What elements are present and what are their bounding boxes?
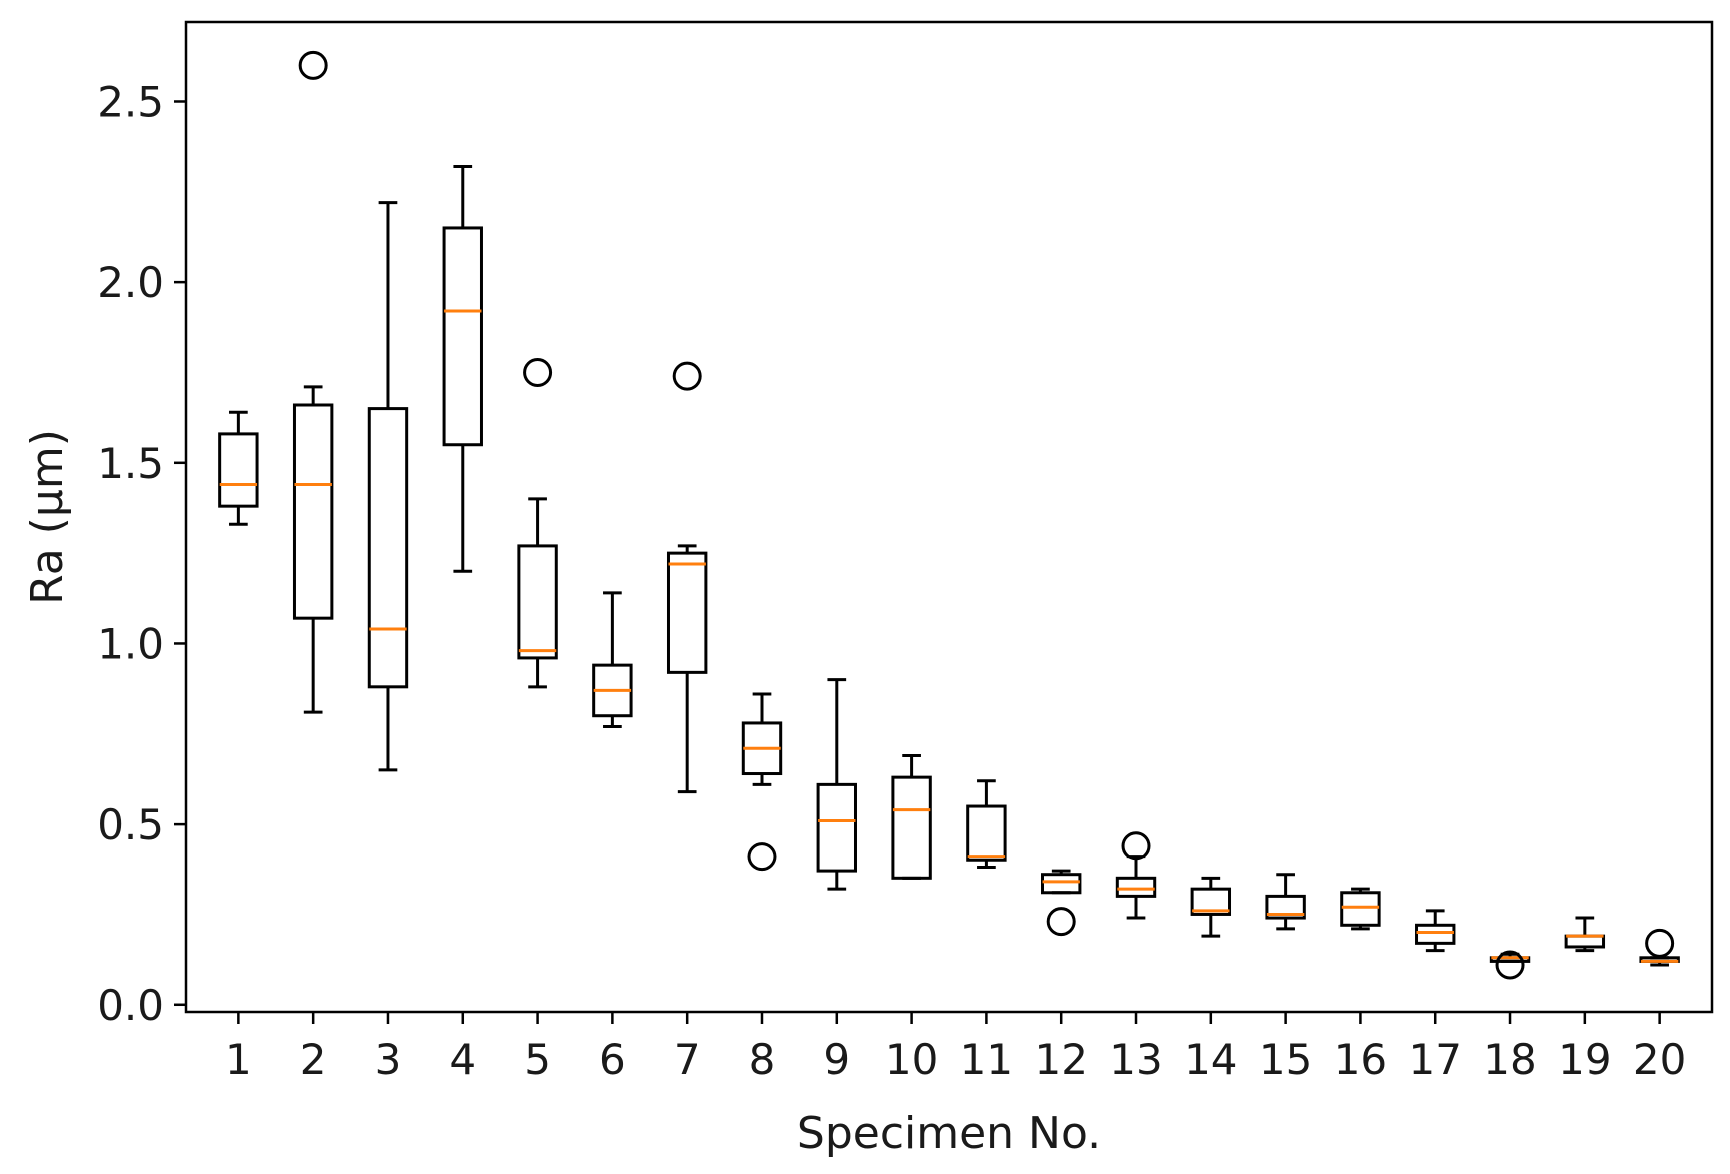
plot-frame: [184, 20, 1714, 1014]
box-group-3: [367, 201, 409, 772]
x-tick-label: 15: [1259, 1035, 1312, 1084]
box-group-13: [1115, 831, 1157, 920]
box-iqr: [292, 403, 334, 620]
y-tick-label: 0.0: [97, 981, 164, 1030]
box-iqr: [367, 407, 409, 689]
box-iqr: [1190, 887, 1232, 916]
x-tick-label: 10: [885, 1035, 938, 1084]
box-group-18: [1489, 950, 1531, 980]
outlier-point: [1046, 907, 1076, 937]
box-group-1: [218, 410, 259, 526]
x-tick-label: 2: [300, 1035, 327, 1084]
x-tick-label: 11: [960, 1035, 1013, 1084]
y-tick-label: 2.0: [97, 258, 164, 307]
x-tick-label: 14: [1184, 1035, 1237, 1084]
box-iqr: [1415, 923, 1456, 945]
box-group-20: [1639, 928, 1680, 967]
box-group-15: [1265, 873, 1306, 931]
box-group-5: [517, 357, 558, 689]
x-tick-label: 9: [823, 1035, 850, 1084]
box-group-16: [1340, 887, 1381, 931]
box-iqr: [891, 775, 932, 880]
box-group-14: [1190, 876, 1232, 938]
box-group-10: [891, 753, 932, 880]
x-tick-label: 17: [1408, 1035, 1461, 1084]
box-group-12: [1041, 869, 1082, 937]
box-group-8: [741, 692, 783, 872]
x-tick-label: 3: [375, 1035, 402, 1084]
outlier-point: [1645, 928, 1675, 958]
box-iqr: [218, 432, 259, 508]
box-iqr: [1041, 873, 1082, 895]
x-axis: 1 2 3 4 5 6 7 8 9 10 11 12 13 14 15 16 17 18 19 20: [225, 1012, 1686, 1084]
x-tick-label: 1: [225, 1035, 252, 1084]
x-tick-label: 12: [1034, 1035, 1087, 1084]
box-iqr: [966, 804, 1007, 862]
x-tick-label: 4: [449, 1035, 476, 1084]
x-tick-label: 20: [1633, 1035, 1686, 1084]
x-tick-label: 7: [674, 1035, 701, 1084]
x-tick-label: 8: [749, 1035, 776, 1084]
box-iqr: [517, 544, 558, 660]
box-group-7: [666, 361, 708, 794]
box-group-6: [592, 591, 633, 729]
x-tick-label: 5: [524, 1035, 551, 1084]
y-tick-label: 2.5: [97, 77, 164, 126]
outlier-point: [1495, 950, 1525, 980]
box-group-4: [442, 165, 483, 573]
outlier-point: [523, 357, 553, 387]
outlier-point: [298, 50, 328, 80]
box-group-11: [966, 779, 1007, 869]
x-axis-title: Specimen No.: [797, 1108, 1101, 1159]
y-tick-label: 0.5: [97, 800, 164, 849]
box-group-9: [816, 678, 857, 891]
outlier-point: [1121, 831, 1151, 861]
x-tick-label: 16: [1334, 1035, 1387, 1084]
box-iqr: [1115, 876, 1157, 898]
box-iqr: [666, 551, 708, 674]
outlier-point: [747, 842, 777, 872]
box-group-19: [1564, 916, 1606, 953]
x-tick-label: 13: [1109, 1035, 1162, 1084]
y-axis: 0.0 0.5 1.0 1.5 2.0 2.5: [97, 77, 186, 1030]
box-iqr: [1265, 894, 1306, 920]
box-iqr: [816, 782, 857, 873]
x-tick-label: 6: [599, 1035, 626, 1084]
plot-area: [218, 50, 1680, 980]
box-iqr: [442, 226, 483, 447]
box-group-17: [1415, 909, 1456, 953]
box-group-2: [292, 50, 334, 714]
y-axis-title: Ra (µm): [22, 429, 73, 605]
outlier-point: [672, 361, 702, 391]
x-tick-label: 19: [1558, 1035, 1611, 1084]
box-iqr: [1340, 891, 1381, 927]
y-tick-label: 1.5: [97, 439, 164, 488]
x-tick-label: 18: [1483, 1035, 1536, 1084]
y-tick-label: 1.0: [97, 619, 164, 668]
